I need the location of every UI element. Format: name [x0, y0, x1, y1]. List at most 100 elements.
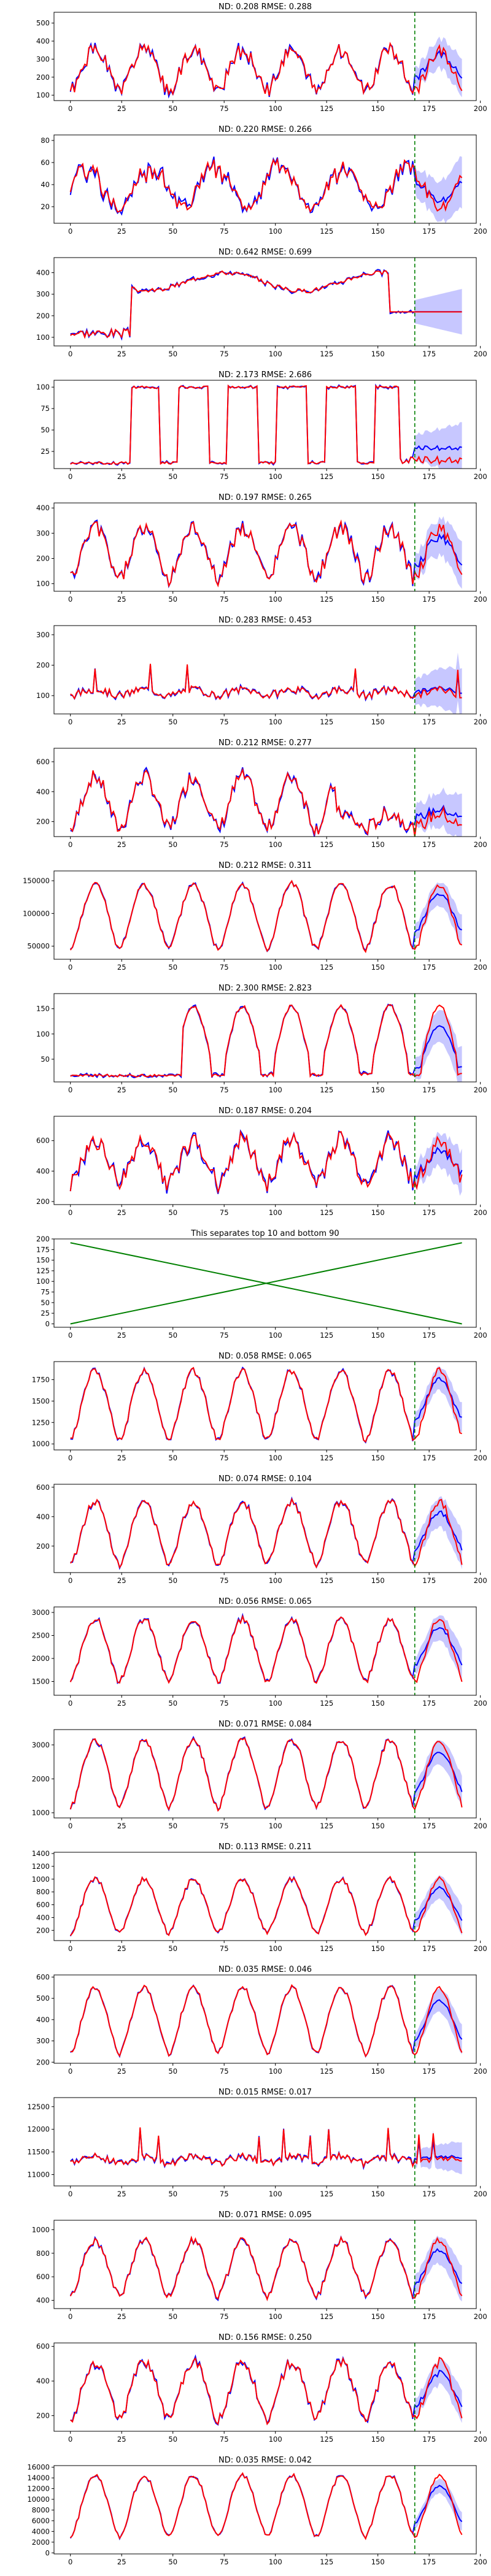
plot-area [70, 1975, 463, 2063]
y-tick-label: 11500 [27, 2148, 50, 2156]
actual-line [69, 1497, 463, 1569]
chart-panel: ND: 0.212 RMSE: 0.311 0 25 50 75 100 125 150 175… [23, 861, 487, 972]
axes-frame [53, 380, 477, 469]
chart-panel: ND: 0.015 RMSE: 0.017 0 25 50 75 100 125 150 175… [27, 2088, 487, 2198]
plot-area [70, 258, 462, 346]
x-tick-label: 0 [68, 1944, 72, 1953]
confidence-band [414, 516, 462, 589]
x-tick-label: 50 [168, 472, 177, 481]
y-tick-label: 300 [36, 631, 50, 639]
y-tick-label: 50 [41, 1055, 50, 1064]
confidence-band [414, 1615, 462, 1682]
confidence-band [414, 1496, 462, 1570]
plot-area [70, 994, 462, 1082]
x-tick-label: 75 [220, 2558, 229, 2566]
x-tick-label: 25 [117, 718, 126, 726]
x-tick-label: 200 [474, 1086, 487, 1094]
x-tick-label: 200 [474, 1576, 487, 1585]
y-tick-label: 10000 [27, 2495, 50, 2504]
x-tick-label: 125 [320, 718, 333, 726]
x-tick-label: 125 [320, 2067, 333, 2076]
plot-area [69, 1116, 463, 1205]
y-tick-label: 60 [41, 158, 50, 167]
x-tick-label: 200 [474, 963, 487, 972]
plot-area [70, 2098, 462, 2186]
x-tick-label: 125 [320, 350, 333, 358]
x-tick-label: 150 [371, 350, 385, 358]
x-tick-label: 125 [320, 2435, 333, 2444]
x-tick-label: 25 [117, 2190, 126, 2198]
x-tick-label: 100 [269, 718, 282, 726]
x-tick-label: 50 [168, 104, 177, 113]
x-tick-label: 200 [474, 1699, 487, 1708]
x-tick-label: 75 [220, 2190, 229, 2198]
x-tick-label: 150 [371, 2435, 385, 2444]
x-tick-label: 125 [320, 1944, 333, 1953]
x-tick-label: 0 [68, 718, 72, 726]
x-tick-label: 175 [422, 595, 436, 604]
x-tick-label: 25 [117, 963, 126, 972]
x-tick-label: 50 [168, 2435, 177, 2444]
actual-line [70, 519, 463, 588]
x-tick-label: 75 [220, 595, 229, 604]
x-tick-label: 125 [320, 1454, 333, 1462]
actual-line [70, 384, 462, 466]
y-tick-label: 2000 [32, 2538, 50, 2547]
chart-title: ND: 0.212 RMSE: 0.311 [218, 861, 312, 870]
x-tick-label: 125 [320, 472, 333, 481]
x-tick-label: 75 [220, 1944, 229, 1953]
x-tick-label: 25 [117, 1331, 126, 1340]
x-tick-label: 125 [320, 1086, 333, 1094]
x-tick-label: 25 [117, 2067, 126, 2076]
actual-line [69, 157, 463, 213]
chart-title: ND: 0.156 RMSE: 0.250 [218, 2333, 312, 2342]
y-tick-label: 1000 [32, 1875, 50, 1884]
chart-title: ND: 0.197 RMSE: 0.265 [218, 493, 312, 502]
x-tick-label: 50 [168, 1699, 177, 1708]
x-tick-label: 200 [474, 1454, 487, 1462]
y-tick-label: 175 [36, 1245, 50, 1254]
x-tick-label: 75 [220, 718, 229, 726]
y-tick-label: 2000 [32, 1654, 50, 1663]
actual-line [70, 2356, 463, 2426]
x-tick-label: 25 [117, 595, 126, 604]
x-tick-label: 100 [269, 1086, 282, 1094]
chart-title: ND: 0.035 RMSE: 0.046 [218, 1965, 312, 1974]
y-tick-label: 100 [36, 91, 50, 99]
y-tick-label: 150 [36, 1256, 50, 1265]
y-tick-label: 12500 [27, 2103, 50, 2111]
x-tick-label: 75 [220, 1822, 229, 1830]
y-tick-label: 100000 [23, 909, 50, 918]
x-tick-label: 175 [422, 472, 436, 481]
y-tick-label: 300 [36, 55, 50, 63]
chart-title: ND: 0.187 RMSE: 0.204 [218, 1106, 312, 1116]
plot-area [69, 2220, 463, 2309]
y-tick-label: 1000 [32, 2225, 50, 2234]
x-tick-label: 0 [68, 1208, 72, 1217]
confidence-band [414, 2236, 462, 2302]
chart-title: This separates top 10 and bottom 90 [190, 1229, 339, 1238]
x-tick-label: 200 [474, 2067, 487, 2076]
y-tick-label: 1000 [32, 1809, 50, 1817]
actual-line [69, 1737, 463, 1812]
x-tick-label: 50 [168, 718, 177, 726]
confidence-band [414, 2478, 462, 2531]
x-tick-label: 100 [269, 1822, 282, 1830]
x-tick-label: 100 [269, 2435, 282, 2444]
x-tick-label: 150 [371, 1086, 385, 1094]
chart-panel: ND: 0.197 RMSE: 0.265 0 25 50 75 100 125 150 175… [36, 493, 487, 604]
axes-frame [53, 748, 477, 837]
chart-title: ND: 0.212 RMSE: 0.277 [218, 738, 312, 748]
x-tick-label: 75 [220, 2067, 229, 2076]
chart-panel: ND: 0.035 RMSE: 0.042 0 25 50 75 100 125 150 175… [27, 2456, 487, 2566]
chart-panel: ND: 2.173 RMSE: 2.686 0 25 50 75 100 125 150 175… [36, 370, 487, 481]
y-tick-label: 400 [36, 1913, 50, 1922]
chart-title: ND: 0.035 RMSE: 0.042 [218, 2456, 312, 2465]
x-tick-label: 0 [68, 1576, 72, 1585]
chart-title: ND: 0.283 RMSE: 0.453 [218, 616, 312, 625]
x-tick-label: 175 [422, 2067, 436, 2076]
chart-panel: ND: 0.035 RMSE: 0.046 0 25 50 75 100 125 150 175… [36, 1965, 487, 2076]
axes-frame [53, 257, 477, 347]
x-tick-label: 75 [220, 1208, 229, 1217]
